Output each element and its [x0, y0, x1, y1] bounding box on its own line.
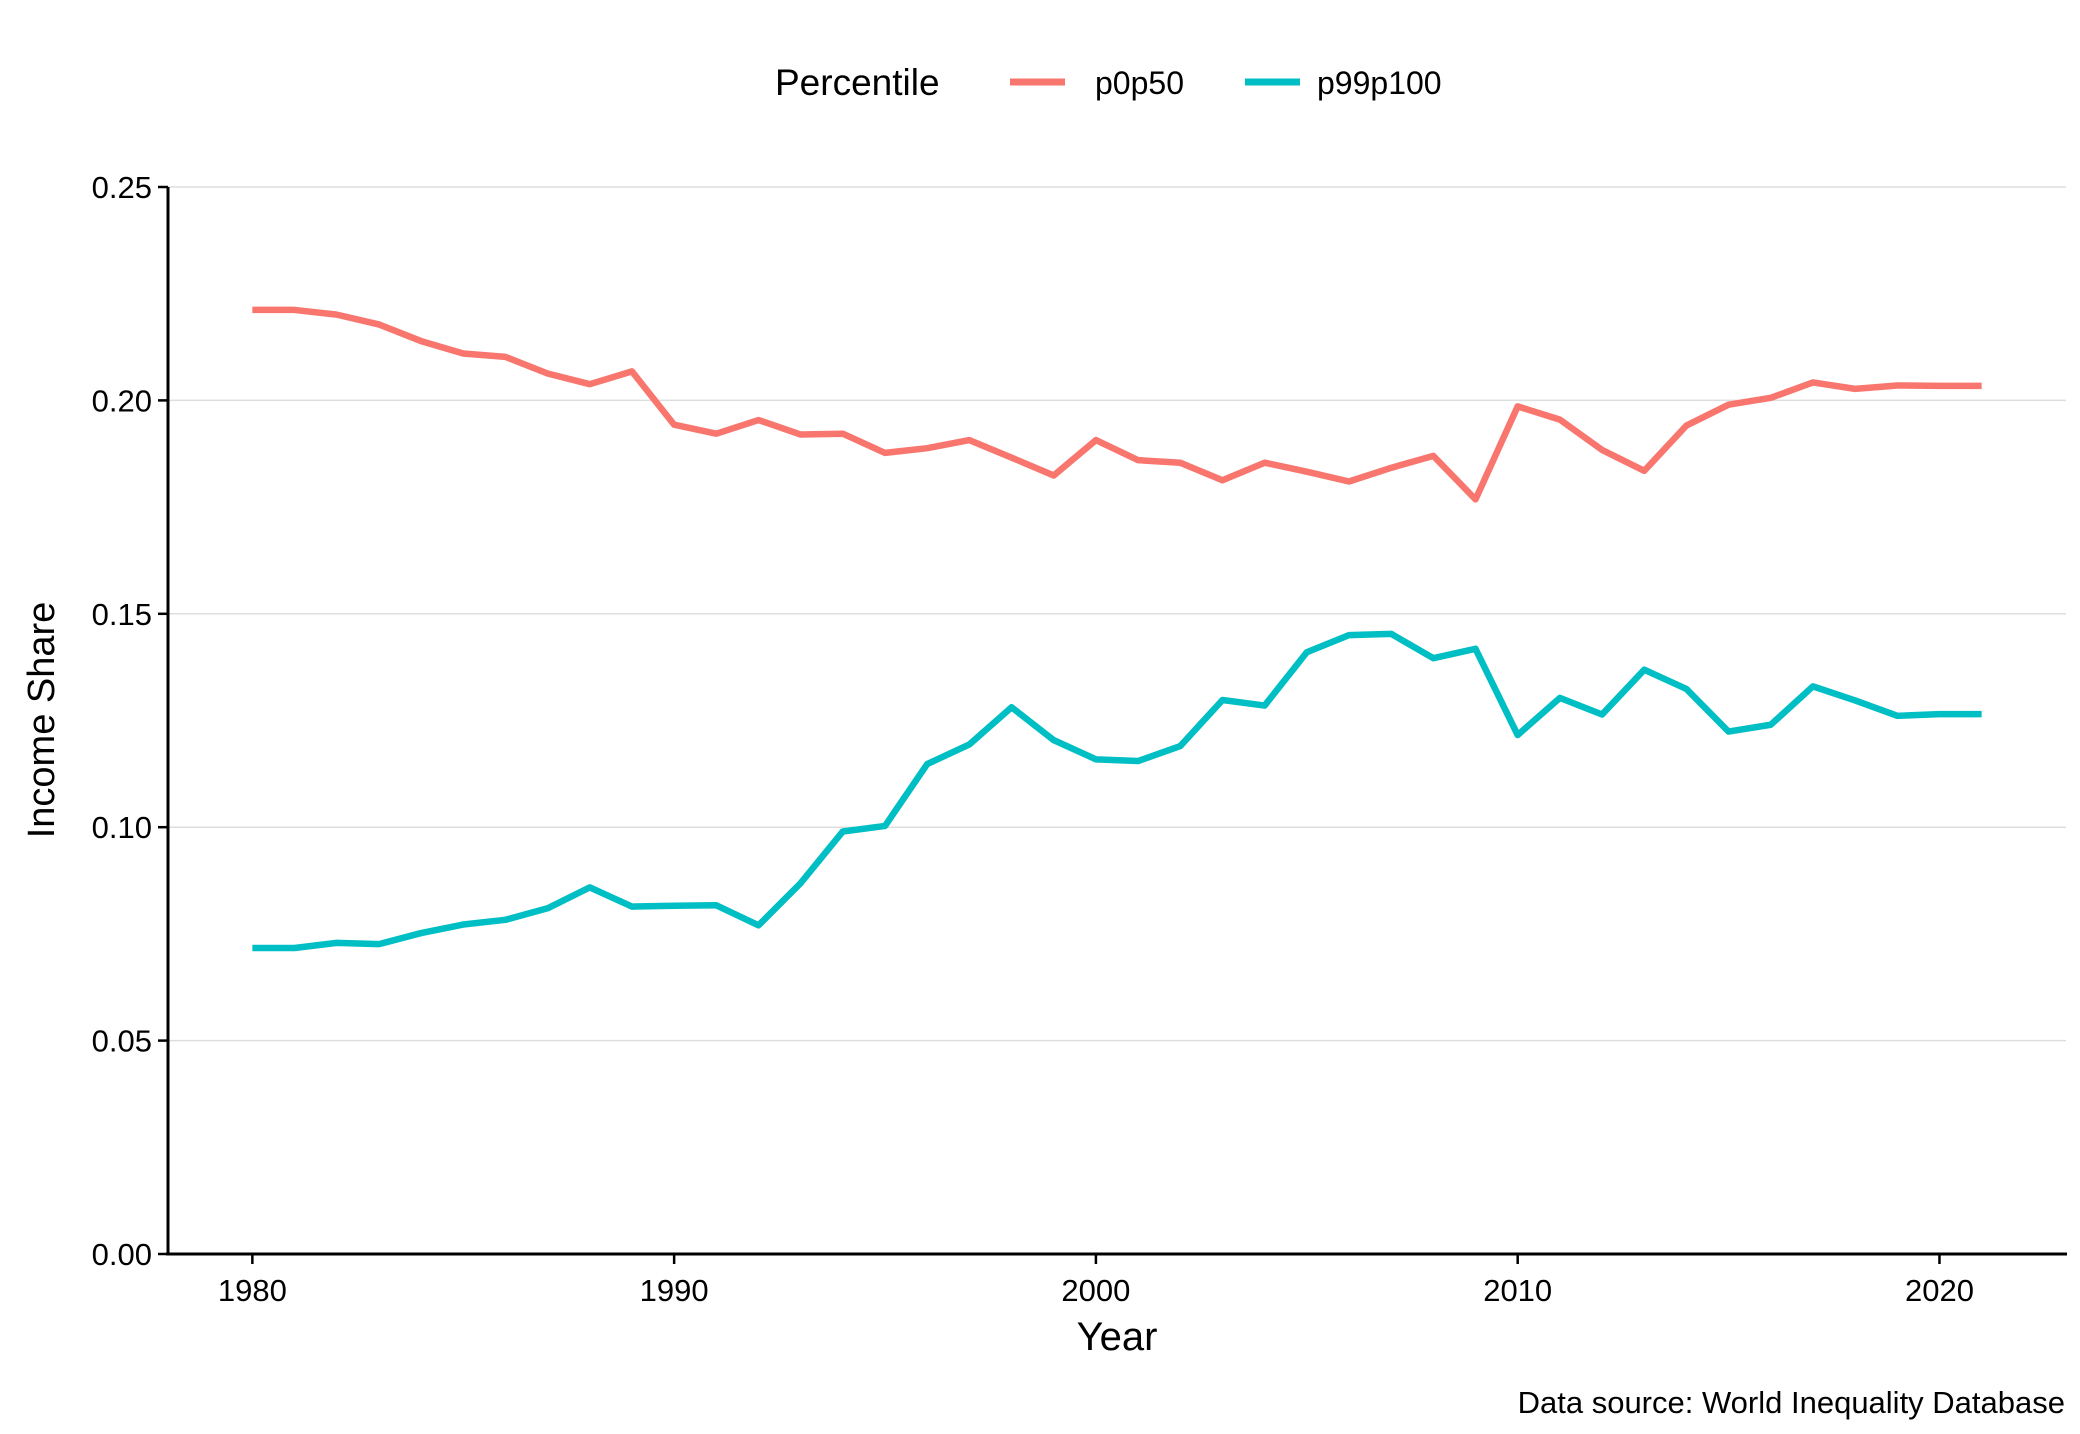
legend-label-p0p50: p0p50 [1095, 65, 1184, 101]
x-tick-label: 2020 [1905, 1273, 1974, 1308]
y-axis-ticks: 0.00 0.05 0.10 0.15 0.20 0.25 [92, 170, 168, 1272]
caption: Data source: World Inequality Database [1518, 1385, 2065, 1420]
y-tick-label: 0.25 [92, 170, 152, 205]
x-axis-title: Year [1077, 1315, 1158, 1359]
series-line-p0p50 [252, 306, 1982, 503]
y-tick-label: 0.00 [92, 1237, 152, 1272]
y-tick-label: 0.20 [92, 383, 152, 418]
legend: Percentile p0p50 p99p100 [775, 62, 1442, 103]
x-tick-label: 1990 [640, 1273, 709, 1308]
x-tick-label: 1980 [218, 1273, 287, 1308]
y-tick-label: 0.05 [92, 1024, 152, 1059]
legend-label-p99p100: p99p100 [1317, 65, 1442, 101]
x-tick-label: 2000 [1061, 1273, 1130, 1308]
y-axis-title: Income Share [21, 602, 63, 839]
series-layer [252, 306, 1982, 952]
gridlines [168, 186, 2066, 1042]
y-tick-label: 0.15 [92, 597, 152, 632]
y-tick-label: 0.10 [92, 810, 152, 845]
x-axis-ticks: 1980 1990 2000 2010 2020 [218, 1254, 1974, 1308]
series-line-p99p100 [252, 630, 1982, 952]
legend-title: Percentile [775, 62, 940, 103]
x-tick-label: 2010 [1483, 1273, 1552, 1308]
